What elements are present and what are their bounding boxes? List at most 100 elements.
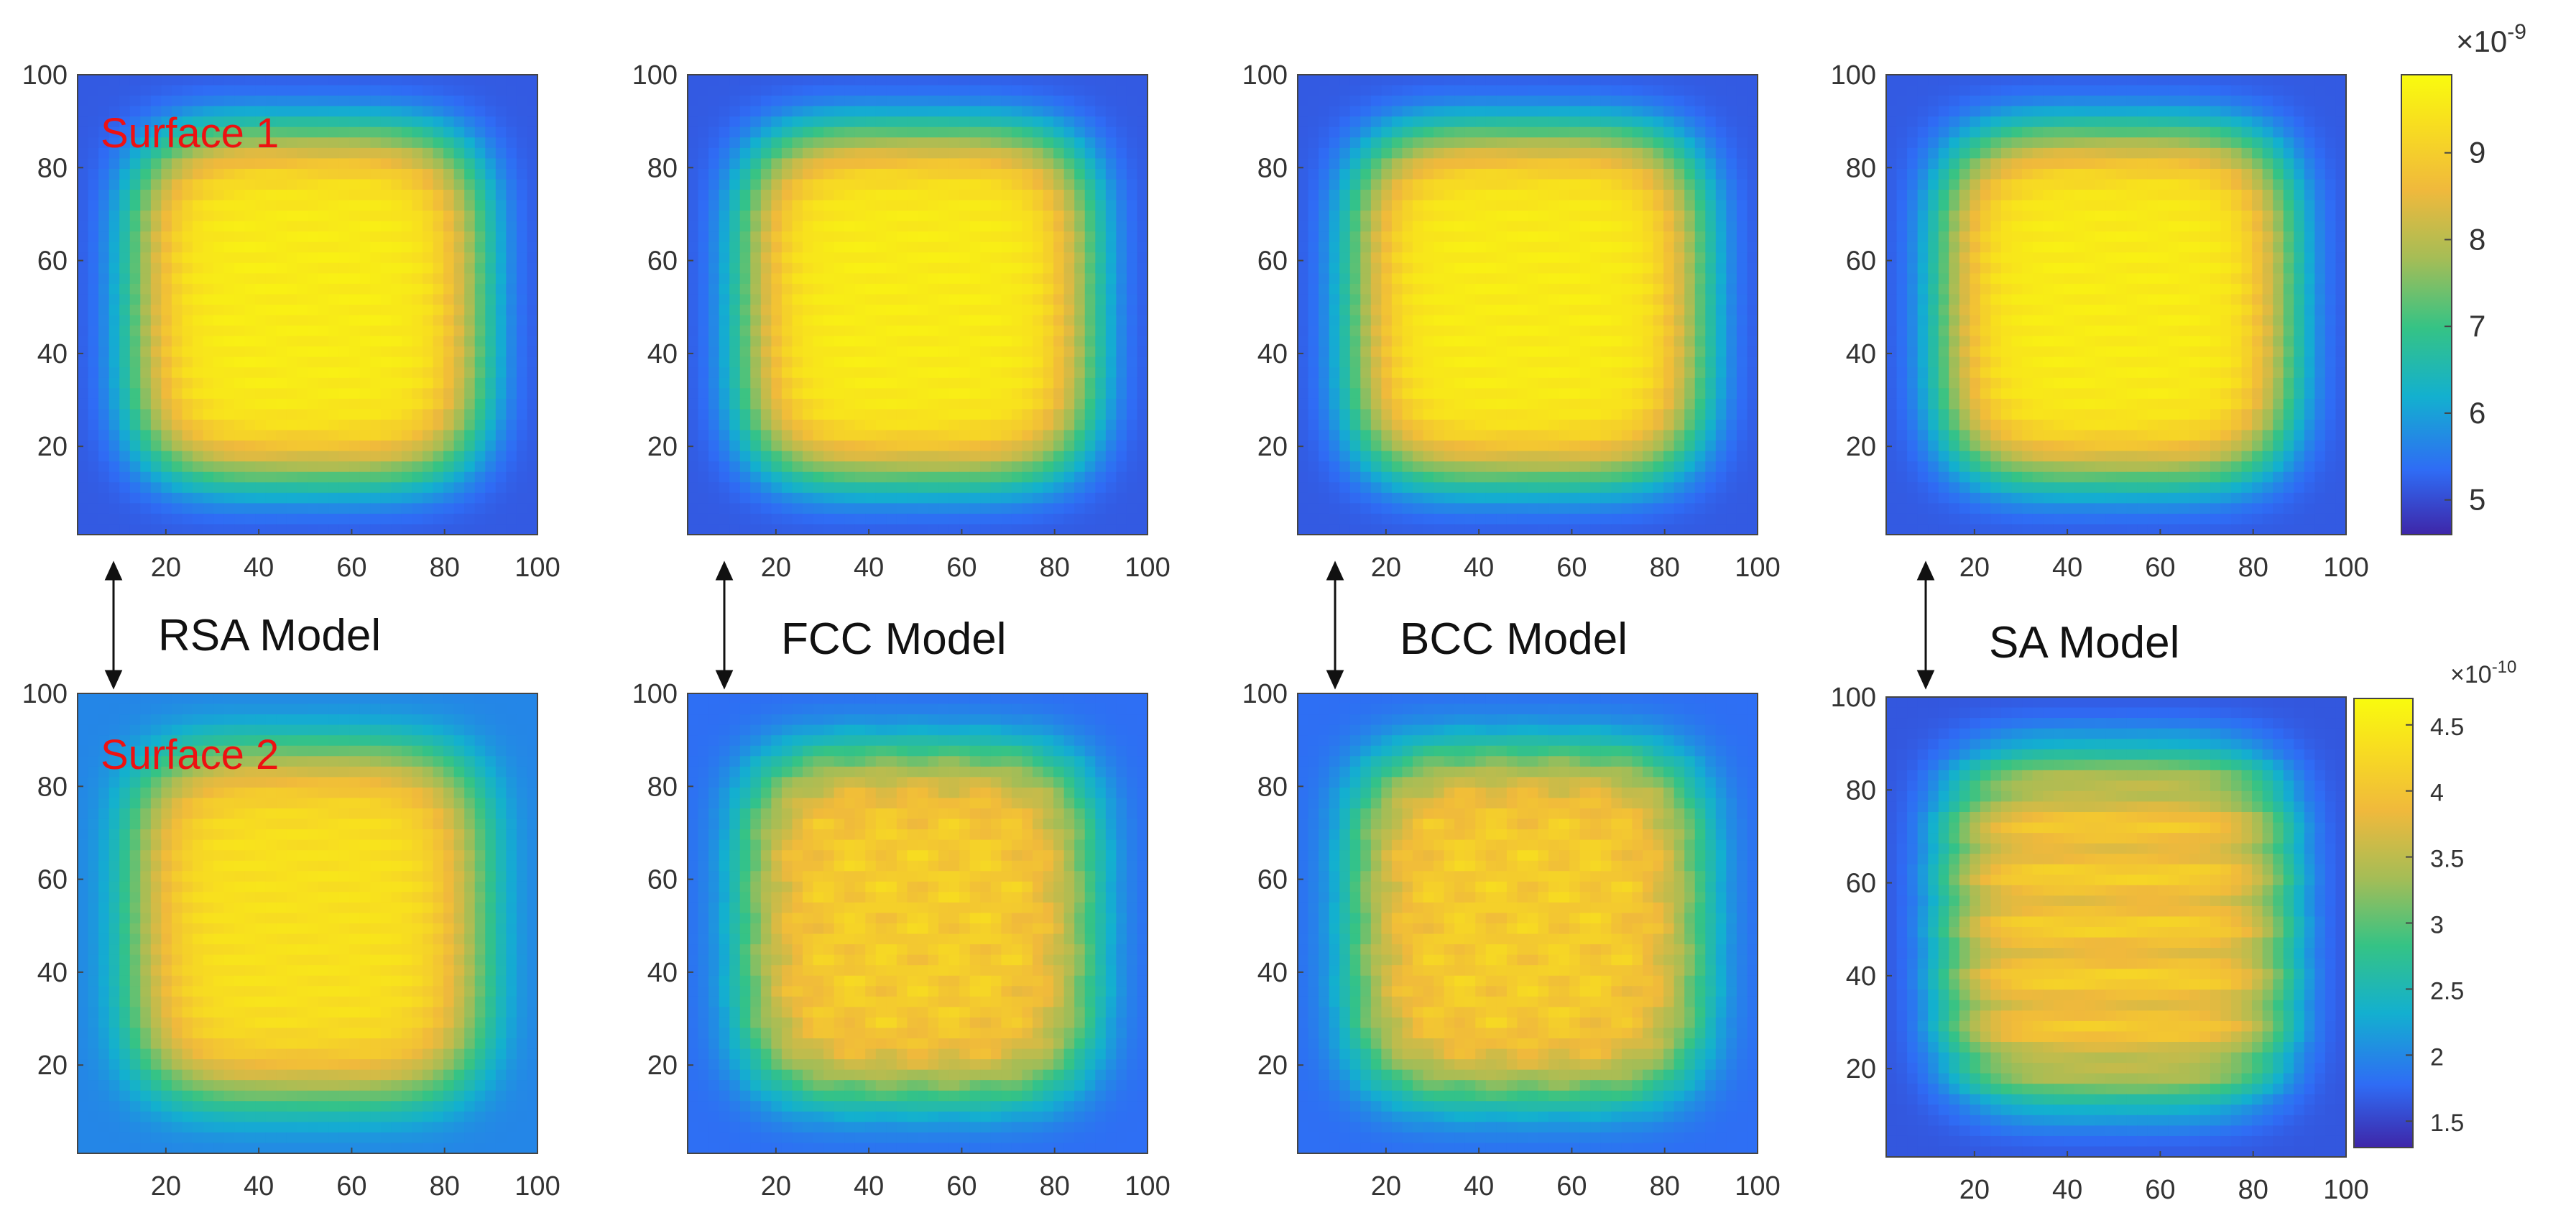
heatmap-cell	[433, 273, 444, 285]
heatmap-cell	[1538, 190, 1549, 201]
heatmap-cell	[328, 524, 340, 535]
heatmap-cell	[990, 137, 1002, 149]
heatmap-cell	[1011, 116, 1023, 128]
heatmap-cell	[928, 451, 939, 462]
heatmap-cell	[918, 158, 929, 170]
heatmap-cell	[708, 305, 720, 316]
heatmap-cell	[969, 294, 981, 305]
heatmap-cell	[349, 326, 361, 337]
heatmap-cell	[1105, 137, 1117, 149]
heatmap-cell	[161, 524, 172, 535]
heatmap-cell	[865, 190, 877, 201]
heatmap-cell	[1579, 106, 1591, 117]
heatmap-cell	[1022, 451, 1033, 462]
heatmap-cell	[244, 200, 256, 211]
heatmap-cell	[1736, 200, 1748, 211]
heatmap-cell	[1506, 305, 1518, 316]
heatmap-cell	[1126, 211, 1138, 222]
heatmap-cell	[276, 503, 287, 515]
heatmap-cell	[474, 283, 486, 295]
heatmap-cell	[1011, 420, 1023, 431]
heatmap-cell	[171, 106, 183, 117]
heatmap-cell	[1496, 315, 1508, 326]
heatmap-cell	[119, 305, 131, 316]
heatmap-cell	[1137, 367, 1148, 379]
heatmap-cell	[412, 147, 423, 159]
heatmap-cell	[1033, 492, 1044, 504]
heatmap-cell	[98, 231, 110, 243]
heatmap-cell	[1349, 179, 1361, 190]
heatmap-cell	[1454, 126, 1466, 138]
heatmap-cell	[401, 294, 413, 305]
heatmap-cell	[729, 126, 741, 138]
heatmap-cell	[792, 273, 803, 285]
heatmap-cell	[255, 190, 267, 201]
heatmap-cell	[423, 305, 434, 316]
heatmap-cell	[938, 211, 950, 222]
heatmap-cell	[698, 96, 709, 107]
heatmap-cell	[1538, 158, 1549, 170]
heatmap-cell	[380, 273, 392, 285]
heatmap-cell	[760, 513, 772, 525]
heatmap-cell	[286, 137, 298, 149]
heatmap-cell	[771, 398, 783, 410]
heatmap-cell	[1464, 168, 1476, 180]
heatmap-cell	[182, 336, 193, 347]
heatmap-cell	[834, 513, 845, 525]
heatmap-cell	[844, 398, 856, 410]
heatmap-cell	[244, 367, 256, 379]
heatmap-cell	[182, 398, 193, 410]
heatmap-cell	[109, 283, 120, 295]
heatmap-cell	[129, 106, 141, 117]
heatmap-cell	[1663, 75, 1675, 86]
heatmap-cell	[1643, 262, 1654, 274]
heatmap-cell	[792, 190, 803, 201]
heatmap-cell	[1705, 116, 1717, 128]
heatmap-cell	[1084, 75, 1096, 86]
heatmap-cell	[1074, 241, 1086, 253]
heatmap-cell	[1444, 190, 1455, 201]
heatmap-cell	[161, 231, 172, 243]
heatmap-cell	[803, 262, 814, 274]
heatmap-cell	[338, 336, 350, 347]
heatmap-cell	[1423, 126, 1434, 138]
heatmap-cell	[171, 503, 183, 515]
heatmap-cell	[854, 126, 866, 138]
heatmap-cell	[1043, 524, 1054, 535]
heatmap-cell	[875, 492, 887, 504]
heatmap-cell	[1033, 482, 1044, 494]
heatmap-cell	[1464, 283, 1476, 295]
heatmap-cell	[948, 211, 960, 222]
heatmap-cell	[161, 147, 172, 159]
heatmap-cell	[1496, 137, 1508, 149]
heatmap-cell	[485, 482, 497, 494]
heatmap-cell	[1105, 221, 1117, 232]
heatmap-cell	[401, 200, 413, 211]
heatmap-cell	[328, 273, 340, 285]
heatmap-cell	[464, 503, 476, 515]
heatmap-cell	[1074, 283, 1086, 295]
heatmap-cell	[1653, 305, 1664, 316]
heatmap-cell	[129, 190, 141, 201]
heatmap-cell	[886, 492, 897, 504]
heatmap-cell	[140, 492, 152, 504]
heatmap-cell	[1116, 85, 1127, 96]
heatmap-cell	[1074, 388, 1086, 400]
heatmap-cell	[1329, 241, 1340, 253]
heatmap-cell	[370, 262, 382, 274]
heatmap-cell	[193, 85, 204, 96]
heatmap-cell	[453, 409, 465, 420]
heatmap-cell	[750, 147, 762, 159]
heatmap-cell	[896, 420, 908, 431]
heatmap-cell	[1444, 158, 1455, 170]
heatmap-cell	[506, 315, 517, 326]
heatmap-cell	[129, 482, 141, 494]
heatmap-cell	[338, 200, 350, 211]
heatmap-cell	[750, 273, 762, 285]
heatmap-cell	[443, 221, 455, 232]
heatmap-cell	[698, 398, 709, 410]
heatmap-cell	[109, 524, 120, 535]
heatmap-cell	[1413, 147, 1424, 159]
heatmap-cell	[464, 346, 476, 358]
heatmap-cell	[286, 221, 298, 232]
